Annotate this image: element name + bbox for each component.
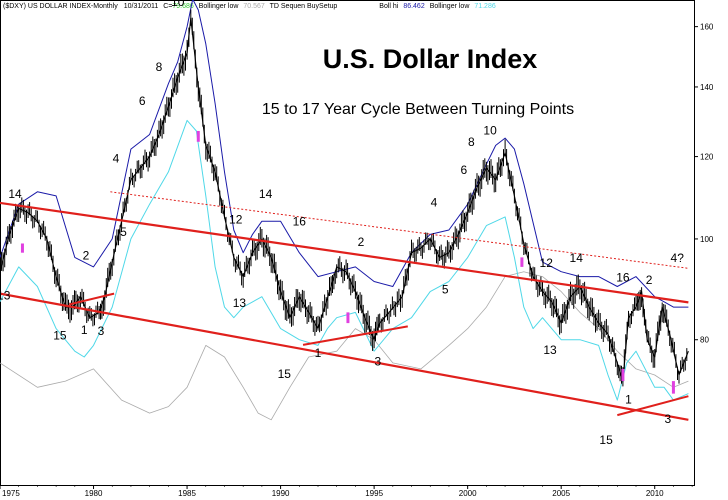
header-close-label: C= — [163, 3, 172, 10]
wave-count-label: 15 — [53, 329, 67, 343]
y-tick-label: 100 — [700, 235, 714, 244]
wave-count-label: 14 — [259, 187, 273, 201]
wave-count-label: 3 — [664, 412, 671, 426]
y-tick-label: 140 — [700, 83, 714, 92]
x-tick-label: 2000 — [459, 489, 477, 498]
wave-count-label: 1 — [315, 346, 322, 360]
channel-line-3 — [110, 191, 689, 269]
wave-count-label: 15 — [599, 433, 613, 447]
header-boll-low-value-1: 70.567 — [243, 3, 265, 10]
price-bars — [0, 9, 688, 387]
wave-count-label: 14 — [8, 187, 22, 201]
svg-text:($DXY) US DOLLAR INDEX-Monthly: ($DXY) US DOLLAR INDEX-Monthly 10/31/201… — [3, 3, 496, 10]
y-tick-label: 120 — [700, 153, 714, 162]
header-close-value: 79.686 — [172, 3, 194, 10]
wave-count-label: 16 — [293, 215, 307, 229]
wave-count-label: 14 — [570, 251, 584, 265]
wave-count-label: 12 — [540, 256, 554, 270]
wave-count-label: 4 — [431, 195, 438, 209]
x-tick-label: 2005 — [552, 489, 570, 498]
wave-count-label: 13 — [0, 288, 11, 302]
support-line-2 — [302, 325, 408, 346]
header-td-label: TD Sequen BuySetup — [270, 3, 338, 10]
wave-count-label: 13 — [543, 343, 557, 357]
wave-count-label: 3 — [98, 324, 105, 338]
header-boll-hi-value: 86.462 — [403, 3, 425, 10]
wave-count-label: 15 — [278, 367, 292, 381]
wave-count-label: 10 — [483, 124, 497, 138]
header-boll-low-label-2: Bollinger low — [430, 3, 471, 10]
x-tick-label: 1995 — [365, 489, 383, 498]
wave-count-label: 2 — [83, 249, 90, 263]
header-boll-hi-label: Boll hi — [379, 3, 399, 10]
wave-count-label: 3 — [375, 354, 382, 368]
wave-count-label: 4 — [113, 151, 120, 165]
series-layer — [0, 0, 689, 421]
header-boll-low-label-1: Bollinger low — [199, 3, 240, 10]
wave-count-label: 8 — [468, 135, 475, 149]
header-symbol: ($DXY) US DOLLAR INDEX-Monthly — [3, 3, 118, 10]
header-boll-low-value-2: 71.286 — [474, 3, 496, 10]
channel-line-2 — [0, 292, 689, 421]
wave-count-label: 2 — [646, 273, 653, 287]
axes-layer: 1975 1980 1985 1990 1995 2000 2005 2010 80 100 120… — [0, 23, 714, 498]
wave-count-label: 2 — [358, 235, 365, 249]
chart-subtitle: 15 to 17 Year Cycle Between Turning Poin… — [262, 101, 574, 118]
plot-frame — [0, 0, 695, 486]
series-boll-hi-line — [0, 0, 689, 308]
channel-line-1 — [0, 201, 689, 304]
wave-count-label: 4? — [671, 251, 685, 265]
series-boll-low-line — [0, 119, 689, 401]
support-line-1 — [68, 292, 115, 306]
wave-count-label: 8 — [156, 60, 163, 74]
x-tick-label: 2010 — [646, 489, 664, 498]
x-tick-label: 1990 — [272, 489, 290, 498]
x-tick-label: 1980 — [85, 489, 103, 498]
trend-lines-layer — [0, 191, 689, 421]
support-line-3 — [617, 395, 689, 417]
x-tick-label: 1975 — [2, 489, 20, 498]
wave-count-label: 6 — [139, 94, 146, 108]
wave-count-label: 13 — [233, 296, 247, 310]
x-tick-label: 1985 — [178, 489, 196, 498]
td-marks-layer — [20, 130, 675, 394]
wave-count-label: 5 — [120, 225, 127, 239]
wave-count-label: 10 — [171, 0, 185, 9]
wave-count-label: 6 — [461, 163, 468, 177]
chart-title: U.S. Dollar Index — [323, 44, 538, 74]
header-date: 10/31/2011 — [124, 3, 159, 10]
wave-count-label: 5 — [442, 283, 449, 297]
wave-count-label: 1 — [625, 392, 632, 406]
wave-count-label: 12 — [229, 212, 243, 226]
y-tick-label: 160 — [700, 23, 714, 32]
wave-count-label: 16 — [616, 271, 630, 285]
wave-count-label: 1 — [81, 323, 88, 337]
y-tick-label: 80 — [700, 336, 709, 345]
